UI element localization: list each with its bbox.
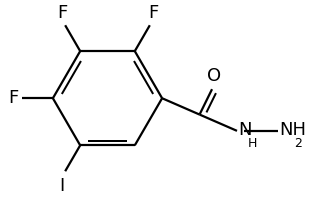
Text: F: F — [8, 89, 19, 107]
Text: H: H — [247, 137, 257, 150]
Text: N: N — [238, 121, 252, 139]
Text: F: F — [57, 4, 67, 22]
Text: 2: 2 — [294, 137, 302, 150]
Text: F: F — [148, 4, 158, 22]
Text: I: I — [60, 177, 65, 195]
Text: NH: NH — [279, 121, 306, 139]
Text: O: O — [207, 67, 221, 85]
